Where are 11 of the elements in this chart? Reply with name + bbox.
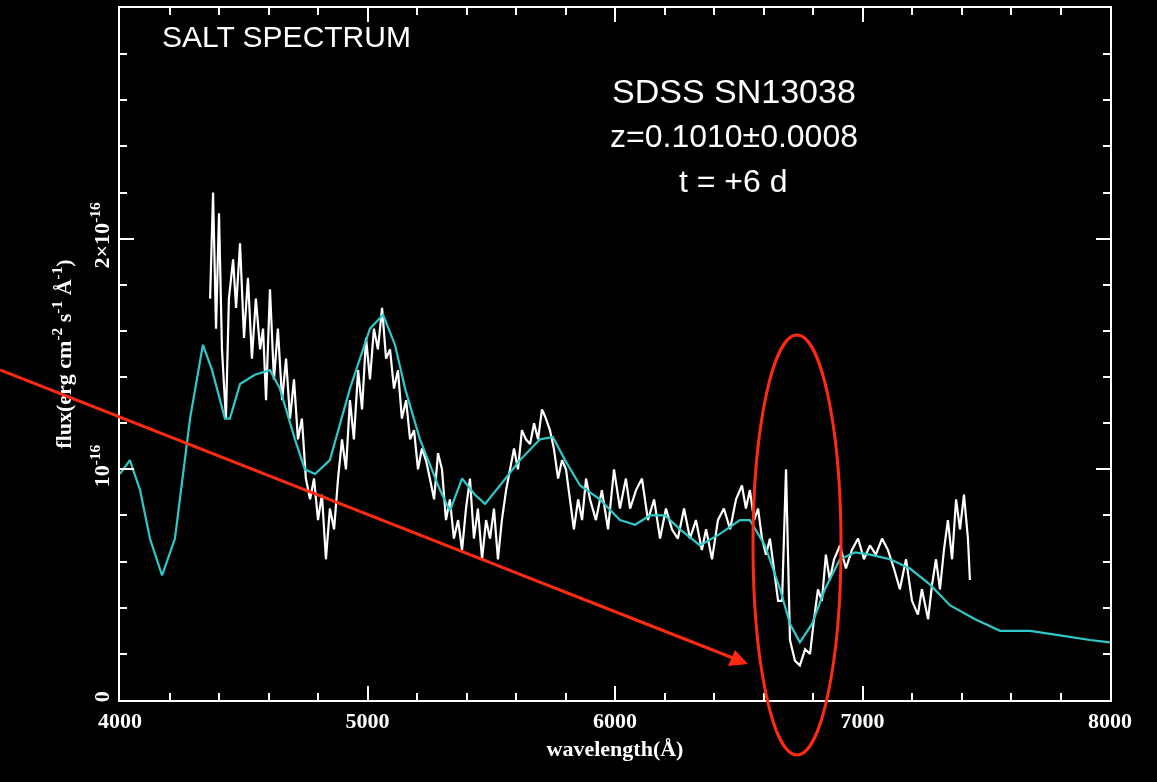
x-tick-label: 5000 xyxy=(345,708,390,734)
annotation: SDSS SN13038 xyxy=(612,72,856,110)
x-tick-label: 8000 xyxy=(1088,708,1132,734)
annotation: z=0.1010±0.0008 xyxy=(610,118,858,154)
x-axis-title: wavelength(Å) xyxy=(546,735,684,761)
x-tick-label: 4000 xyxy=(98,708,142,734)
x-tick-label: 7000 xyxy=(840,708,885,734)
x-tick-label: 6000 xyxy=(593,708,637,734)
annotation: t = +6 d xyxy=(679,163,788,199)
annotation: SALT SPECTRUM xyxy=(162,20,411,53)
y-tick-label: 0 xyxy=(89,691,115,703)
